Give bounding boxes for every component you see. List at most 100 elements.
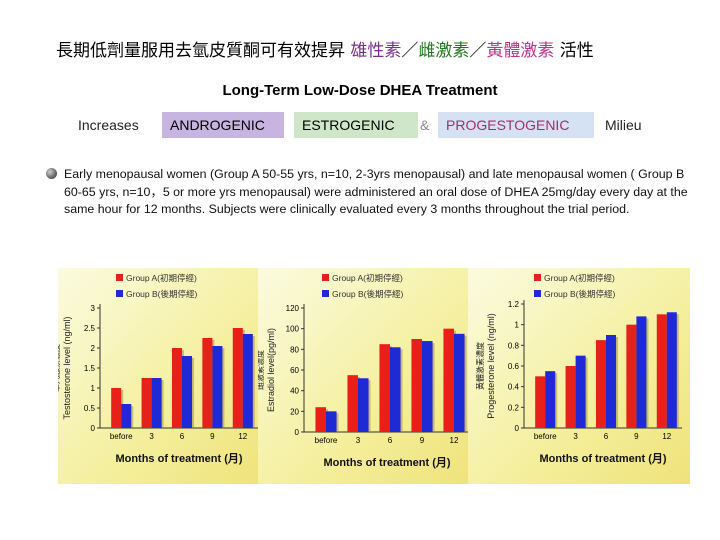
y-tick-label: 2 <box>91 344 96 353</box>
progestogenic-tag: PROGESTOGENIC <box>438 112 594 138</box>
bar-group-a <box>347 375 358 432</box>
x-tick-label: 12 <box>450 436 459 445</box>
y-tick-label: 1.5 <box>84 364 96 373</box>
y-tick-label: 1 <box>515 321 520 330</box>
y-tick-label: 20 <box>290 407 299 416</box>
x-axis-label: Months of treatment (月) <box>539 452 666 465</box>
title-sep2: ／ <box>469 41 487 61</box>
x-tick-label: 9 <box>634 432 639 441</box>
bullet-icon <box>46 168 57 179</box>
bar-group-a <box>656 314 667 428</box>
chart-background <box>258 268 478 484</box>
y-tick-label: 0.6 <box>508 362 520 371</box>
testosterone-chart: 0 0.5 1 1.5 2 2.5 3 before 3 6 9 12 Group A(初期停經) Gro… <box>51 268 268 484</box>
y-tick-label: 120 <box>286 304 300 313</box>
bar-group-b <box>212 346 223 428</box>
effect-tag-row: Increases ANDROGENIC ESTROGENIC & PROGES… <box>0 112 720 140</box>
bar-group-b <box>636 316 647 428</box>
legend-swatch-b <box>322 290 329 297</box>
study-description: Early menopausal women (Group A 50-55 yr… <box>64 167 688 216</box>
legend-label-a: Group A(初期停經) <box>126 273 197 283</box>
bar-group-b <box>454 333 465 432</box>
page-title: 長期低劑量服用去氫皮質酮可有效提昇 雄性素／雌激素／黃體激素 活性 <box>56 36 594 61</box>
legend-swatch-b <box>116 290 123 297</box>
x-tick-label: 12 <box>238 432 247 441</box>
bar-group-a <box>171 348 182 428</box>
y-tick-label: 1 <box>91 384 96 393</box>
bar-group-b <box>182 356 193 428</box>
bar-group-a <box>626 324 637 428</box>
legend-label-b: Group B(後期停經) <box>126 289 197 299</box>
x-tick-label: 3 <box>356 436 361 445</box>
y-axis-label-cn: 黃體激素濃度 <box>475 342 485 390</box>
subtitle: Long-Term Low-Dose DHEA Treatment <box>222 82 498 99</box>
y-tick-label: 0 <box>515 424 520 433</box>
x-tick-label: 9 <box>210 432 215 441</box>
y-axis-label: Testosterone level (ng/ml) <box>62 316 72 419</box>
bar-group-a <box>141 378 152 428</box>
bar-group-a <box>565 366 576 428</box>
milieu-label: Milieu <box>605 117 642 133</box>
x-tick-label: before <box>534 432 557 441</box>
bar-group-b <box>545 371 556 428</box>
title-main: 長期低劑量服用去氫皮質酮可有效提昇 <box>56 41 351 61</box>
bar-group-b <box>575 355 586 428</box>
y-tick-label: 0.2 <box>508 403 520 412</box>
bar-group-b <box>242 334 253 428</box>
legend-swatch-a <box>116 274 123 281</box>
x-axis-label: Months of treatment (月) <box>115 452 242 465</box>
bar-group-a <box>535 376 546 428</box>
bar-group-b <box>390 347 401 432</box>
title-tail: 活性 <box>554 41 594 61</box>
bar-group-b <box>606 335 617 428</box>
y-tick-label: 1.2 <box>508 300 520 309</box>
title-estrogen: 雌激素 <box>418 41 470 61</box>
x-tick-label: 3 <box>573 432 578 441</box>
bar-group-b <box>326 411 337 432</box>
y-axis-label-cn: 睪丸激素濃度 <box>58 344 61 392</box>
y-tick-label: 40 <box>290 387 299 396</box>
y-tick-label: 80 <box>290 345 299 354</box>
legend-swatch-a <box>534 274 541 281</box>
bar-group-a <box>202 338 213 428</box>
testosterone-chart-svg: 0 0.5 1 1.5 2 2.5 3 before 3 6 9 12 Group A(初期停經) Gro… <box>51 268 268 484</box>
title-androgen: 雄性素 <box>350 41 402 61</box>
x-tick-label: 9 <box>420 436 425 445</box>
ampersand: & <box>420 117 430 133</box>
bar-group-b <box>151 378 162 428</box>
y-tick-label: 2.5 <box>84 324 96 333</box>
legend-label-a: Group A(初期停經) <box>544 273 615 283</box>
legend-swatch-a <box>322 274 329 281</box>
y-tick-label: 0.4 <box>508 383 520 392</box>
x-tick-label: 6 <box>604 432 609 441</box>
title-progesterone: 黃體激素 <box>486 41 555 61</box>
y-tick-label: 0.8 <box>508 341 520 350</box>
y-tick-label: 0 <box>91 424 96 433</box>
bar-group-a <box>232 328 243 428</box>
y-tick-label: 100 <box>286 325 300 334</box>
bar-group-a <box>595 340 606 428</box>
x-axis-label: Months of treatment (月) <box>323 456 450 469</box>
x-tick-label: 6 <box>388 436 393 445</box>
x-tick-label: 6 <box>180 432 185 441</box>
x-tick-label: before <box>315 436 338 445</box>
bar-group-a <box>411 339 422 432</box>
legend-label-b: Group B(後期停經) <box>332 289 403 299</box>
x-tick-label: before <box>110 432 133 441</box>
legend-label-b: Group B(後期停經) <box>544 289 615 299</box>
bar-group-a <box>111 388 122 428</box>
y-tick-label: 0.5 <box>84 404 96 413</box>
y-axis-label: Estradiol level(pg/ml) <box>266 328 276 412</box>
bar-group-a <box>315 407 326 432</box>
bar-group-b <box>666 312 677 428</box>
x-tick-label: 12 <box>662 432 671 441</box>
bar-group-b <box>358 378 369 432</box>
y-axis-label: Progesterone level (ng/ml) <box>486 313 496 419</box>
bar-group-a <box>443 328 454 432</box>
estradiol-chart-svg: 0 20 40 60 80 100 120 before 3 6 9 12 Group A(初期停經) G… <box>255 268 478 484</box>
y-axis-label-cn: 雌激素濃度 <box>258 350 265 390</box>
legend-swatch-b <box>534 290 541 297</box>
progesterone-chart-svg: 0 0.2 0.4 0.6 0.8 1 1.2 before 3 6 9 12 Group A(初期停經… <box>468 268 690 484</box>
bar-group-a <box>379 344 390 432</box>
bar-group-b <box>422 341 433 432</box>
